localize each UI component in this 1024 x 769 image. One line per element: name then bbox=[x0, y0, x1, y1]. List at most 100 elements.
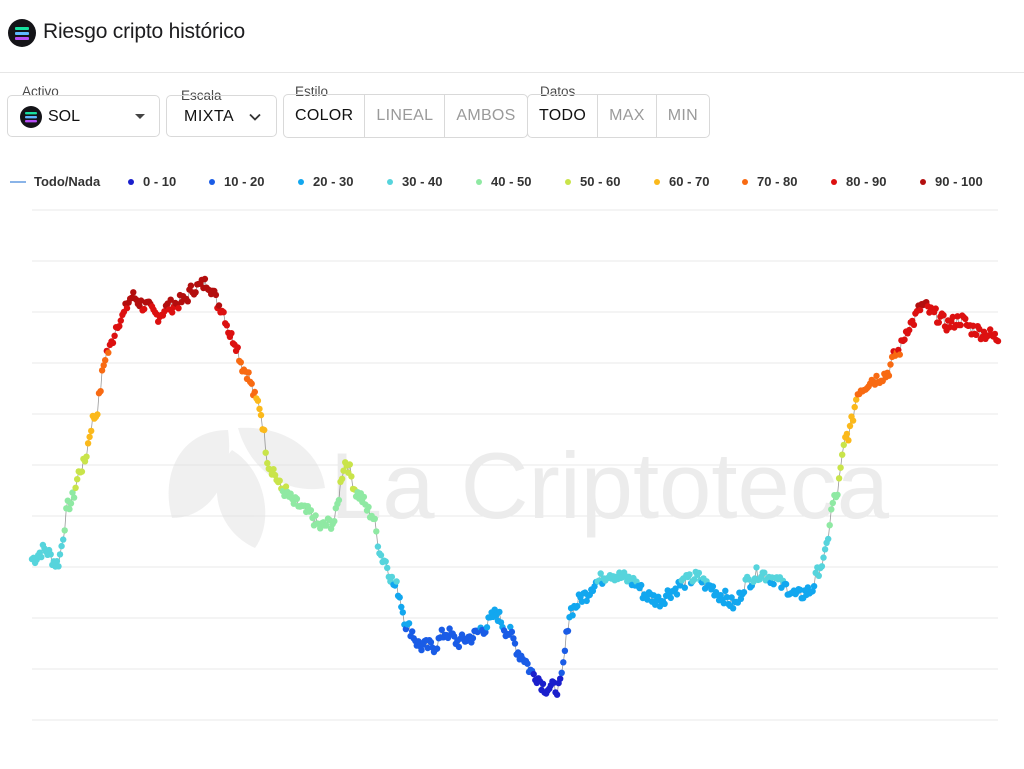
risk-point bbox=[569, 612, 576, 619]
risk-point bbox=[175, 305, 182, 312]
risk-point bbox=[840, 441, 847, 449]
risk-point bbox=[469, 635, 477, 642]
risk-point bbox=[761, 569, 768, 576]
risk-point bbox=[745, 576, 752, 583]
risk-point bbox=[220, 309, 227, 316]
risk-point bbox=[100, 362, 107, 369]
risk-point bbox=[187, 282, 195, 289]
risk-point bbox=[192, 289, 199, 296]
risk-point bbox=[348, 473, 355, 480]
risk-point bbox=[393, 578, 400, 585]
risk-point bbox=[845, 437, 852, 444]
caret-down-icon bbox=[135, 114, 145, 119]
risk-point bbox=[557, 675, 564, 682]
risk-point bbox=[782, 580, 790, 588]
risk-point bbox=[940, 312, 947, 319]
risk-point bbox=[829, 499, 836, 507]
risk-point bbox=[276, 477, 283, 484]
risk-point bbox=[88, 427, 95, 435]
risk-point bbox=[722, 587, 729, 594]
legend-label: 0 - 10 bbox=[143, 174, 177, 189]
dot-swatch-icon bbox=[831, 178, 837, 185]
legend-label: 90 - 100 bbox=[935, 174, 983, 189]
risk-point bbox=[418, 646, 425, 654]
risk-point bbox=[223, 322, 230, 329]
risk-point bbox=[365, 503, 372, 511]
legend-item-band[interactable]: 80 - 90 bbox=[831, 174, 886, 189]
datos-option-min[interactable]: MIN bbox=[667, 107, 698, 124]
risk-point bbox=[60, 536, 67, 543]
legend-item-todo-nada[interactable]: Todo/Nada bbox=[10, 174, 100, 189]
risk-point bbox=[69, 489, 76, 496]
risk-point bbox=[483, 624, 491, 631]
legend-item-band[interactable]: 50 - 60 bbox=[565, 174, 620, 189]
escala-select[interactable]: MIXTA bbox=[166, 95, 277, 137]
risk-point bbox=[317, 525, 324, 532]
risk-point bbox=[282, 483, 290, 490]
risk-point bbox=[84, 440, 92, 447]
risk-point bbox=[530, 670, 537, 678]
risk-chart[interactable]: La Criptoteca bbox=[0, 200, 1024, 740]
risk-point bbox=[111, 332, 118, 339]
legend-item-band[interactable]: 90 - 100 bbox=[920, 174, 983, 189]
risk-point bbox=[78, 468, 86, 475]
activo-select[interactable]: SOL bbox=[7, 95, 160, 137]
escala-value: MIXTA bbox=[184, 108, 235, 125]
risk-point bbox=[384, 564, 391, 572]
risk-point bbox=[910, 321, 918, 328]
dot-swatch-icon bbox=[742, 178, 748, 185]
risk-point bbox=[821, 546, 829, 553]
risk-point bbox=[97, 388, 104, 395]
risk-point bbox=[72, 484, 79, 491]
risk-point bbox=[962, 315, 969, 322]
risk-point bbox=[578, 598, 586, 605]
legend-label: 20 - 30 bbox=[313, 174, 354, 189]
estilo-option-color[interactable]: COLOR bbox=[284, 95, 366, 137]
legend-item-band[interactable]: 0 - 10 bbox=[128, 174, 176, 189]
risk-point bbox=[825, 535, 832, 543]
risk-point bbox=[346, 461, 353, 468]
risk-point bbox=[377, 552, 385, 559]
legend-item-band[interactable]: 70 - 80 bbox=[742, 174, 797, 189]
dot-swatch-icon bbox=[209, 178, 215, 185]
legend-label: 60 - 70 bbox=[669, 174, 710, 189]
estilo-option-ambos[interactable]: AMBOS bbox=[456, 107, 516, 124]
risk-point bbox=[105, 349, 112, 356]
risk-point bbox=[508, 628, 516, 636]
risk-point bbox=[399, 609, 406, 616]
risk-point bbox=[398, 603, 405, 611]
legend-label: 80 - 90 bbox=[846, 174, 887, 189]
dot-swatch-icon bbox=[128, 178, 134, 185]
estilo-option-lineal[interactable]: LINEAL bbox=[365, 95, 446, 137]
legend-item-band[interactable]: 30 - 40 bbox=[387, 174, 442, 189]
risk-point bbox=[638, 581, 645, 589]
risk-point bbox=[686, 571, 693, 578]
risk-point bbox=[251, 388, 258, 396]
risk-point bbox=[695, 569, 703, 577]
risk-point bbox=[382, 558, 389, 565]
legend-item-band[interactable]: 20 - 30 bbox=[298, 174, 353, 189]
datos-option-max[interactable]: MAX bbox=[598, 95, 657, 137]
risk-point bbox=[949, 313, 956, 321]
risk-point bbox=[809, 588, 816, 595]
risk-point bbox=[482, 629, 489, 636]
legend-item-band[interactable]: 10 - 20 bbox=[209, 174, 264, 189]
risk-point bbox=[38, 553, 45, 561]
risk-point bbox=[828, 506, 835, 513]
risk-point bbox=[371, 515, 378, 522]
risk-point bbox=[234, 344, 241, 351]
risk-point bbox=[123, 304, 131, 312]
dot-swatch-icon bbox=[565, 178, 571, 185]
legend-label: 70 - 80 bbox=[757, 174, 798, 189]
risk-point bbox=[815, 572, 822, 579]
legend-item-band[interactable]: 60 - 70 bbox=[654, 174, 709, 189]
risk-point bbox=[184, 298, 191, 305]
datos-option-todo[interactable]: TODO bbox=[528, 95, 599, 137]
risk-point bbox=[261, 426, 268, 434]
legend-item-band[interactable]: 40 - 50 bbox=[476, 174, 531, 189]
risk-point bbox=[424, 644, 431, 652]
risk-point bbox=[510, 635, 517, 642]
risk-point bbox=[656, 603, 664, 610]
risk-point bbox=[906, 326, 913, 334]
risk-point bbox=[402, 625, 410, 633]
